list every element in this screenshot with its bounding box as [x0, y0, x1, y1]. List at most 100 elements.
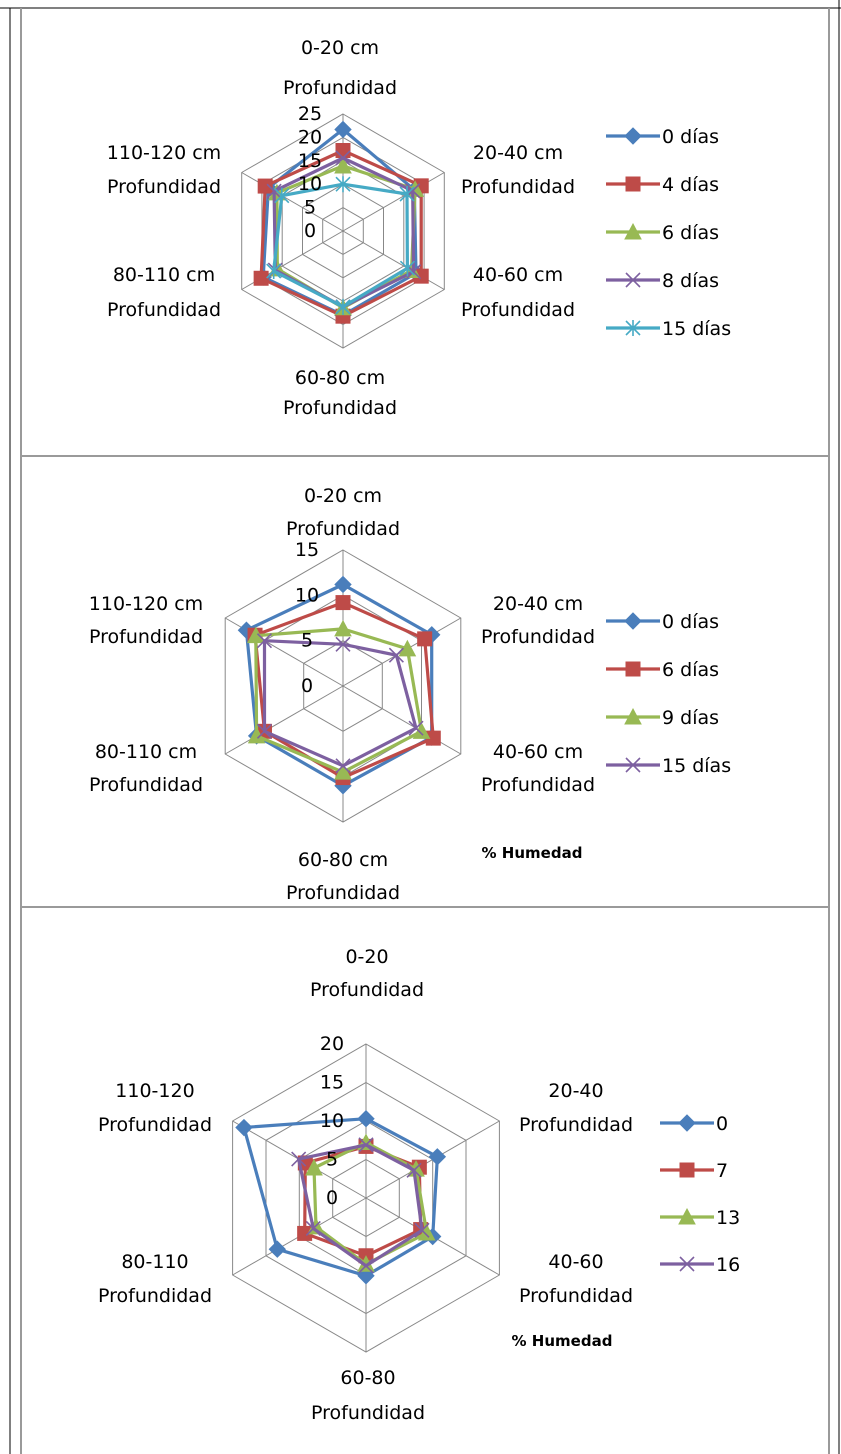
tick-label: 15	[320, 1072, 344, 1094]
legend-marker	[678, 1207, 696, 1225]
data-point	[417, 631, 433, 647]
tick-label: 0	[326, 1187, 338, 1209]
data-point	[399, 186, 415, 203]
category-label-4: 60-80	[340, 1367, 395, 1389]
tick-label: 15	[298, 150, 322, 172]
legend-label: 15 días	[662, 318, 731, 340]
category-label-5: 80-110 cm	[113, 264, 215, 286]
category-label-3: 40-60 cm	[473, 264, 563, 286]
tick-label: 20	[298, 126, 322, 148]
tick-label: 5	[326, 1149, 338, 1171]
legend-label: 4 días	[662, 174, 719, 196]
legend-label: 15 días	[662, 755, 731, 777]
category-label-4: 60-80 cm	[298, 849, 388, 871]
data-point	[335, 176, 351, 193]
legend-marker	[624, 127, 642, 145]
data-point	[388, 647, 404, 663]
category-label-5-line2: Profundidad	[89, 774, 203, 796]
tick-label: 0	[301, 675, 313, 697]
category-label-2-line2: Profundidad	[461, 176, 575, 198]
data-point	[334, 763, 352, 780]
radar-chart-2: 0-20 cm Profundidad 20-40 cm Profundidad…	[89, 485, 731, 904]
data-point	[357, 1109, 375, 1128]
data-point	[256, 723, 273, 739]
tick-label: 5	[304, 197, 316, 219]
data-point	[417, 1223, 436, 1241]
data-point	[334, 619, 352, 637]
data-point	[357, 1267, 375, 1285]
category-label-1-line2: Profundidad	[283, 77, 397, 99]
humidity-note: % Humedad	[482, 844, 583, 862]
tick-label: 15	[295, 539, 319, 561]
category-label-1: 0-20 cm	[304, 485, 382, 507]
data-point	[358, 1137, 374, 1153]
category-label-2-line2: Profundidad	[519, 1114, 633, 1136]
data-point	[335, 143, 351, 159]
category-label-5-line2: Profundidad	[98, 1285, 212, 1307]
category-label-5-line2: Profundidad	[107, 299, 221, 321]
data-point	[266, 183, 282, 199]
data-point	[266, 263, 282, 280]
category-label-4-line2: Profundidad	[311, 1402, 425, 1424]
category-label-3: 40-60 cm	[493, 741, 583, 763]
category-label-4-line2: Profundidad	[283, 397, 397, 419]
tick-label: 25	[298, 103, 322, 125]
data-point	[256, 633, 273, 649]
legend-marker	[625, 661, 641, 677]
legend-marker	[625, 176, 641, 192]
category-label-5: 80-110 cm	[95, 741, 197, 763]
tick-label: 10	[295, 584, 319, 606]
tick-label: 5	[301, 630, 313, 652]
legend-marker	[625, 757, 641, 773]
category-label-6: 110-120	[115, 1080, 194, 1102]
category-label-1: 0-20 cm	[301, 37, 379, 59]
data-point	[257, 178, 273, 194]
tick-label: 0	[304, 220, 316, 242]
data-point	[334, 120, 352, 139]
category-label-2: 20-40 cm	[493, 593, 583, 615]
category-label-6-line2: Profundidad	[98, 1114, 212, 1136]
legend-label: 16	[716, 1254, 740, 1276]
legend-label: 8 días	[662, 270, 719, 292]
legend-marker	[679, 1162, 695, 1178]
category-label-6-line2: Profundidad	[89, 626, 203, 648]
data-point	[335, 636, 351, 652]
category-label-2: 20-40	[548, 1080, 603, 1102]
category-label-1: 0-20	[345, 946, 388, 968]
tick-label: 20	[320, 1033, 344, 1055]
radar-chart-1: 0-20 cm Profundidad 20-40 cm Profundidad…	[107, 37, 731, 419]
data-point	[335, 595, 351, 611]
legend-marker	[679, 1256, 695, 1272]
legend-label: 9 días	[662, 707, 719, 729]
tick-label: 10	[298, 173, 322, 195]
data-point	[335, 150, 351, 166]
category-label-3-line2: Profundidad	[461, 299, 575, 321]
legend-marker	[625, 320, 641, 336]
grid-spoke	[224, 685, 344, 755]
category-label-1-line2: Profundidad	[310, 979, 424, 1001]
legend-marker	[624, 222, 642, 240]
data-point	[235, 1118, 253, 1137]
category-label-3-line2: Profundidad	[481, 774, 595, 796]
category-label-3-line2: Profundidad	[519, 1285, 633, 1307]
category-label-6: 110-120 cm	[89, 593, 203, 615]
data-point	[305, 1220, 321, 1236]
data-point	[412, 722, 431, 739]
radar-chart-3: 0-20 Profundidad 20-40 Profundidad 40-60…	[98, 946, 740, 1424]
legend-label: 0	[716, 1113, 728, 1135]
legend-marker	[678, 1114, 696, 1132]
category-label-3: 40-60	[548, 1251, 603, 1273]
category-label-6: 110-120 cm	[107, 142, 221, 164]
legend-marker	[625, 272, 641, 288]
category-label-2-line2: Profundidad	[481, 626, 595, 648]
data-point	[334, 575, 352, 594]
data-point	[358, 1258, 374, 1274]
data-point	[291, 1151, 307, 1167]
data-point	[414, 1222, 430, 1238]
legend-label: 7	[716, 1160, 728, 1182]
category-label-5: 80-110	[121, 1251, 188, 1273]
data-point	[268, 1240, 287, 1258]
tick-label: 10	[320, 1110, 344, 1132]
